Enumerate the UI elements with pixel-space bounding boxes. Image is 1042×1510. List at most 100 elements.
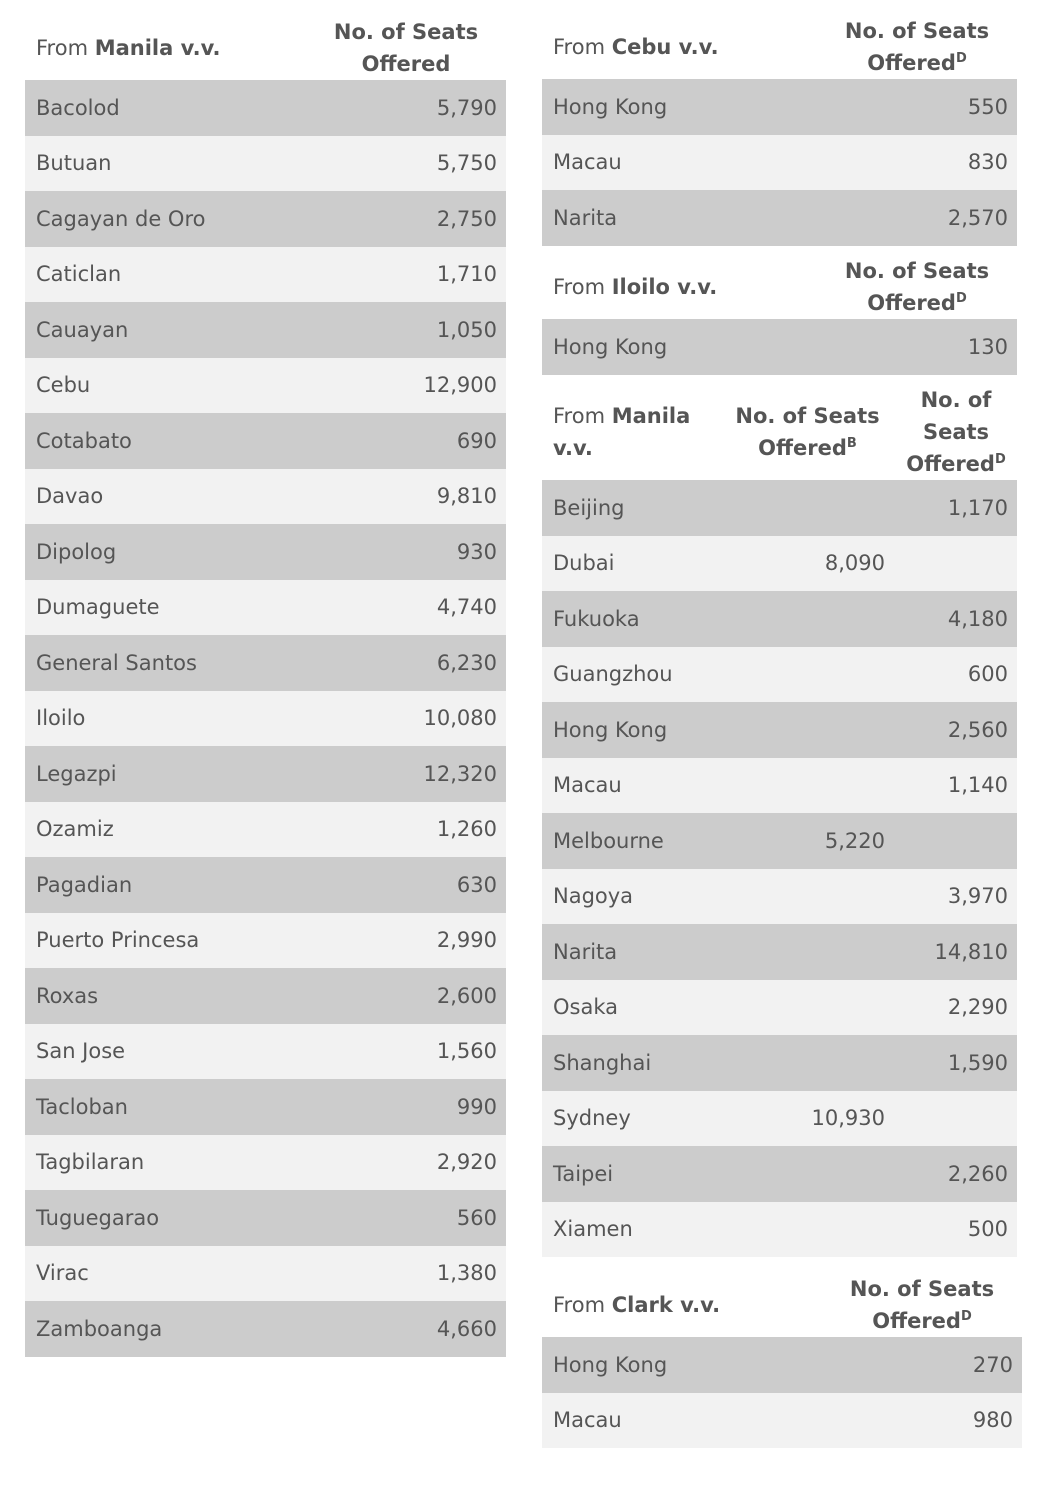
table-row: General Santos 6,230 [25, 635, 506, 691]
table-row: Narita 2,570 [542, 190, 1017, 246]
table-row: Taipei 2,260 [542, 1146, 1017, 1202]
destination-cell: Nagoya [553, 884, 634, 909]
destination-cell: Guangzhou [553, 662, 673, 687]
seats-value-cell: 10,080 [423, 706, 497, 731]
table-row: Narita 14,810 [542, 924, 1017, 980]
seats-value-cell: 14,810 [934, 939, 1008, 964]
table-row: Puerto Princesa 2,990 [25, 912, 506, 968]
table-row: Beijing 1,170 [542, 480, 1017, 536]
origin-name: Manila v.v. [553, 403, 691, 460]
seats-header-label: No. of Seats Offered [844, 258, 990, 315]
seats-value-cell: 3,970 [947, 884, 1008, 909]
seats-value-cell: 2,990 [436, 928, 497, 953]
table-row: Cauayan 1,050 [25, 302, 506, 358]
destination-cell: Sydney [553, 1106, 631, 1131]
destination-cell: Tuguegarao [36, 1205, 160, 1230]
destination-cell: Macau [553, 150, 622, 175]
table-row: Bacolod 5,790 [25, 80, 506, 136]
table-row: Tacloban 990 [25, 1079, 506, 1135]
seats-value-cell: 270 [972, 1352, 1013, 1377]
seats-value-cell: 2,290 [947, 995, 1008, 1020]
table-row: Hong Kong 130 [542, 319, 1017, 375]
table-row: Caticlan 1,710 [25, 246, 506, 302]
seats-value-cell: 4,180 [947, 606, 1008, 631]
seats-value-cell: 10,930 [811, 1106, 885, 1131]
destination-cell: Macau [553, 1408, 622, 1433]
table-row: Zamboanga 4,660 [25, 1301, 506, 1357]
table-row: Shanghai 1,590 [542, 1035, 1017, 1091]
table-clark: From Clark v.v. No. of Seats OfferedD Hong… [542, 1272, 1022, 1448]
seats-value-cell: 9,810 [436, 484, 497, 509]
table-row: Cebu 12,900 [25, 357, 506, 413]
destination-cell: Osaka [553, 995, 618, 1020]
destination-cell: Tagbilaran [36, 1150, 145, 1175]
seats-value-cell: 12,900 [423, 373, 497, 398]
table-row: Hong Kong 2,560 [542, 702, 1017, 758]
seats-value-cell: 1,050 [436, 317, 497, 342]
origin-name: Manila v.v. [94, 35, 221, 60]
destination-cell: Fukuoka [553, 606, 640, 631]
seats-value-cell: 1,590 [947, 1050, 1008, 1075]
destination-cell: Dipolog [36, 539, 117, 564]
destination-cell: Shanghai [553, 1050, 652, 1075]
table-row: Xiamen 500 [542, 1201, 1017, 1257]
destination-cell: Hong Kong [553, 1352, 668, 1377]
destination-cell: Butuan [36, 151, 112, 176]
seats-value-cell: 990 [456, 1094, 497, 1119]
seats-column-header: No. of Seats Offered [306, 16, 506, 80]
seats-value-cell: 1,380 [436, 1261, 497, 1286]
seats-value-cell: 830 [967, 150, 1008, 175]
destination-cell: Cauayan [36, 317, 129, 342]
seats-value-cell: 1,710 [436, 262, 497, 287]
table-row: Hong Kong 550 [542, 79, 1017, 135]
destination-cell: Cagayan de Oro [36, 206, 206, 231]
seats-header-label: No. of Seats Offered [849, 1276, 995, 1333]
destination-cell: Cotabato [36, 428, 132, 453]
destination-cell: Narita [553, 205, 618, 230]
seats-value-cell: 2,920 [436, 1150, 497, 1175]
destination-cell: Dumaguete [36, 595, 160, 620]
seats-value-cell: 130 [967, 334, 1008, 359]
destination-cell: Dubai [553, 551, 615, 576]
destination-cell: Hong Kong [553, 717, 668, 742]
seats-value-cell: 500 [967, 1217, 1008, 1242]
destination-cell: Taipei [553, 1161, 614, 1186]
destination-cell: Beijing [553, 495, 625, 520]
from-prefix: From [36, 35, 89, 60]
from-prefix: From [553, 1292, 606, 1317]
seats-header-label: No. of Seats Offered [735, 403, 880, 460]
table-row: Hong Kong 270 [542, 1337, 1022, 1393]
table-header: From Cebu v.v. No. of Seats OfferedD [542, 15, 1017, 79]
table-row: Dubai 8,090 [542, 535, 1017, 591]
from-prefix: From [553, 403, 606, 428]
destination-cell: Pagadian [36, 872, 133, 897]
origin-name: Iloilo v.v. [611, 274, 718, 299]
seats-column-header: No. of Seats OfferedD [895, 384, 1017, 480]
table-row: Melbourne 5,220 [542, 813, 1017, 869]
table-header: From Manila v.v. No. of Seats OfferedB No.… [542, 383, 1017, 480]
table-row: Roxas 2,600 [25, 968, 506, 1024]
seats-column-header: No. of Seats OfferedD [817, 15, 1017, 79]
origin-header: From Iloilo v.v. [542, 271, 817, 303]
table-manila-international: From Manila v.v. No. of Seats OfferedB No.… [542, 383, 1017, 1257]
seats-column-header: No. of Seats OfferedB [720, 400, 895, 464]
seats-value-cell: 5,750 [436, 151, 497, 176]
table-row: Tuguegarao 560 [25, 1190, 506, 1246]
footnote-marker: D [955, 290, 967, 306]
seats-value-cell: 2,570 [947, 205, 1008, 230]
origin-header: From Manila v.v. [542, 400, 720, 464]
destination-cell: Davao [36, 484, 104, 509]
table-row: Macau 980 [542, 1392, 1022, 1448]
destination-cell: Hong Kong [553, 334, 668, 359]
table-row: Nagoya 3,970 [542, 868, 1017, 924]
table-row: Iloilo 10,080 [25, 690, 506, 746]
table-row: Ozamiz 1,260 [25, 801, 506, 857]
table-row: Legazpi 12,320 [25, 746, 506, 802]
seats-value-cell: 630 [456, 872, 497, 897]
footnote-marker: D [994, 451, 1006, 467]
table-row: Fukuoka 4,180 [542, 591, 1017, 647]
seats-header-label: No. of Seats Offered [906, 387, 995, 476]
destination-cell: Xiamen [553, 1217, 633, 1242]
seats-column-header: No. of Seats OfferedD [822, 1273, 1022, 1337]
table-row: Davao 9,810 [25, 468, 506, 524]
